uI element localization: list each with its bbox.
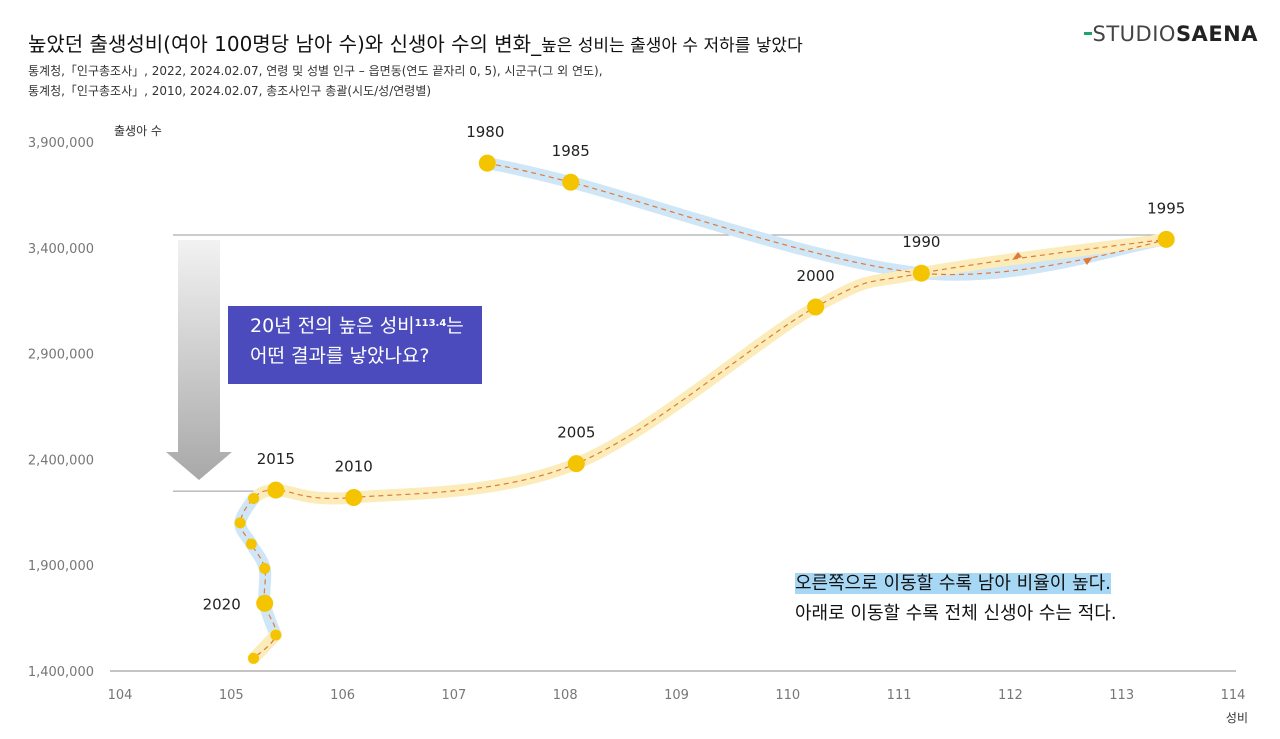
- data-point-2019: [259, 562, 271, 574]
- data-point-1995: [1157, 230, 1175, 248]
- data-point-2017: [234, 517, 246, 529]
- x-tick-label: 106: [330, 688, 355, 703]
- logo-dash-icon: [1083, 31, 1092, 35]
- data-label-2015: 2015: [257, 450, 295, 468]
- data-point-2020: [256, 594, 274, 612]
- data-point-2005: [567, 455, 585, 473]
- y-tick-label: 1,900,000: [28, 559, 94, 574]
- note-line-1: 오른쪽으로 이동할 수록 남아 비율이 높다.: [795, 569, 1111, 595]
- x-tick-label: 108: [553, 688, 578, 703]
- studio-saena-logo: STUDIOSAENA: [1083, 22, 1258, 46]
- y-tick-label: 1,400,000: [28, 665, 94, 680]
- data-label-2020: 2020: [203, 595, 241, 613]
- data-point-2018: [245, 538, 257, 550]
- note-line-2: 아래로 이동할 수록 전체 신생아 수는 적다.: [795, 603, 1117, 624]
- data-label-1995: 1995: [1147, 199, 1185, 217]
- logo-part-1: STUDIO: [1092, 22, 1176, 46]
- callout-sup: 113.4: [414, 318, 447, 329]
- x-tick-label: 104: [108, 688, 133, 703]
- y-tick-label: 2,900,000: [28, 348, 94, 363]
- callout-line1-pre: 20년 전의 높은 성비: [250, 315, 415, 337]
- title-main: 높았던 출생성비(여아 100명당 남아 수)와 신생아 수의 변화_: [28, 32, 542, 56]
- title-sub: 높은 성비는 출생아 수 저하를 낳았다: [541, 36, 803, 56]
- x-tick-label: 114: [1221, 688, 1246, 703]
- x-tick-label: 107: [441, 688, 466, 703]
- data-point-2000: [807, 298, 825, 316]
- logo-part-2: SAENA: [1175, 22, 1258, 46]
- callout-line1-post: 는: [446, 315, 464, 337]
- data-label-2005: 2005: [557, 424, 595, 442]
- y-tick-label: 2,400,000: [28, 453, 94, 468]
- data-label-1990: 1990: [902, 233, 940, 251]
- source-line-2: 통계청,「인구총조사」, 2010, 2024.02.07, 총조사인구 총괄(…: [28, 84, 432, 98]
- x-axis-label: 성비: [1226, 711, 1248, 725]
- y-tick-label: 3,900,000: [28, 136, 94, 151]
- chart-title: 높았던 출생성비(여아 100명당 남아 수)와 신생아 수의 변화_높은 성비…: [28, 28, 803, 57]
- blue-band-2016-2021: [234, 492, 282, 642]
- callout-line2: 어떤 결과를 낳았나요?: [250, 345, 430, 367]
- direction-arrow-right: [1083, 257, 1093, 265]
- data-point-2015: [267, 481, 285, 499]
- x-tick-label: 112: [998, 688, 1023, 703]
- data-point-2010: [345, 488, 363, 506]
- data-point-2022: [248, 652, 260, 664]
- x-tick-label: 105: [219, 688, 244, 703]
- trend-dashed-line: [239, 162, 1167, 659]
- callout-box: 20년 전의 높은 성비113.4는 어떤 결과를 낳았나요?: [228, 306, 482, 384]
- down-arrow: [166, 240, 232, 480]
- x-tick-label: 111: [887, 688, 912, 703]
- source-line-1: 통계청,「인구총조사」, 2022, 2024.02.07, 연령 및 성별 인…: [28, 64, 603, 78]
- x-tick-label: 113: [1109, 688, 1134, 703]
- data-point-2021: [270, 629, 282, 641]
- y-tick-label: 3,400,000: [28, 242, 94, 257]
- data-point-1985: [562, 173, 580, 191]
- data-point-1980: [478, 154, 496, 172]
- x-tick-label: 109: [664, 688, 689, 703]
- data-point-1990: [912, 264, 930, 282]
- y-axis-label: 출생아 수: [114, 124, 162, 138]
- data-label-2000: 2000: [797, 267, 835, 285]
- data-point-2016: [248, 493, 260, 505]
- data-label-1980: 1980: [466, 123, 504, 141]
- x-tick-label: 110: [775, 688, 800, 703]
- direction-arrow-left: [1012, 252, 1022, 260]
- note-line-1-text: 오른쪽으로 이동할 수록 남아 비율이 높다.: [795, 573, 1111, 594]
- data-label-2010: 2010: [335, 457, 373, 475]
- data-label-1985: 1985: [552, 142, 590, 160]
